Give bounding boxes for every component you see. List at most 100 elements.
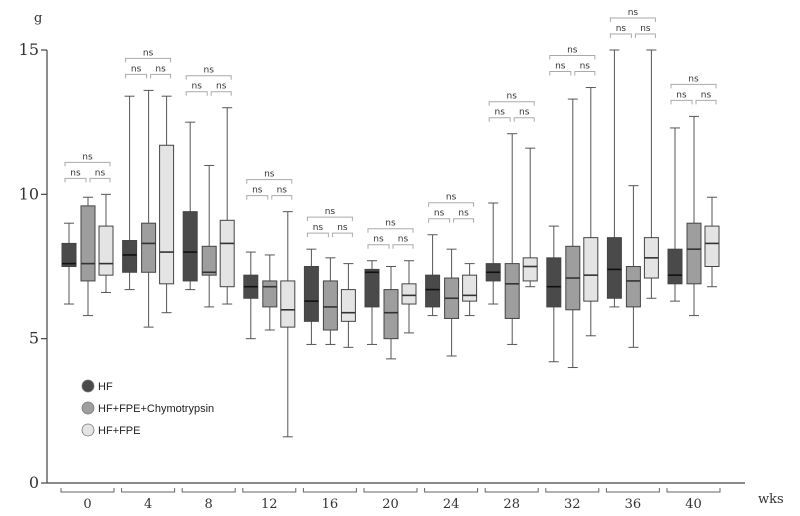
bracket-line: [306, 232, 329, 238]
significance-bracket: ns: [488, 108, 511, 122]
significance-label: ns: [277, 186, 288, 196]
box-hf-fpe-wk36: [643, 49, 659, 299]
significance-label: ns: [373, 235, 384, 245]
iqr-box: [401, 283, 417, 305]
iqr-box: [383, 289, 399, 340]
significance-bracket: ns: [125, 64, 148, 79]
significance-label: ns: [616, 24, 627, 34]
bracket-line: [367, 228, 414, 233]
significance-bracket: ns: [331, 223, 353, 238]
box-hf-wk28: [485, 202, 501, 305]
iqr-box: [625, 266, 641, 308]
iqr-box: [686, 222, 702, 285]
legend-label: HF+FPE+Chymotrypsin: [98, 403, 214, 415]
bracket-line: [64, 161, 111, 167]
significance-bracket: ns: [695, 90, 717, 105]
y-tick-label: 5: [29, 329, 39, 348]
legend-item: HF+FPE: [81, 423, 140, 437]
x-category-label: 32: [564, 497, 581, 512]
legend-swatch: [81, 423, 95, 437]
bracket-line: [125, 57, 172, 63]
box-hf-fpe-wk4: [159, 95, 175, 314]
bracket-line: [185, 75, 232, 80]
significance-bracket: ns: [392, 235, 414, 249]
significance-bracket: ns: [210, 82, 232, 96]
bracket-line: [549, 71, 572, 76]
significance-bracket: ns: [185, 82, 208, 96]
significance-bracket: ns: [609, 8, 656, 22]
significance-label: ns: [325, 207, 336, 217]
bracket-line: [64, 177, 87, 183]
significance-label: ns: [628, 8, 639, 18]
box-hf-fpe-chymotrypsin-wk8: [201, 164, 217, 308]
significance-bracket: ns: [64, 168, 87, 183]
significance-bracket: ns: [306, 207, 353, 222]
significance-bracket: ns: [574, 62, 596, 76]
x-category-label: 0: [83, 497, 91, 512]
significance-label: ns: [264, 170, 275, 180]
x-group-bracket: [242, 488, 297, 493]
box-hf-fpe-wk8: [219, 107, 235, 305]
x-category-label: 4: [144, 497, 152, 512]
x-group-bracket: [605, 488, 660, 493]
significance-bracket: ns: [64, 152, 111, 167]
significance-label: ns: [494, 108, 505, 118]
box-hf-fpe-chymotrypsin-wk32: [565, 98, 581, 369]
significance-bracket: ns: [246, 186, 269, 200]
significance-label: ns: [555, 62, 566, 72]
iqr-box: [219, 219, 235, 288]
significance-label: ns: [216, 82, 227, 92]
significance-bracket: ns: [185, 66, 232, 80]
bracket-line: [609, 33, 632, 38]
significance-bracket: ns: [453, 209, 475, 223]
box-hf-fpe-wk24: [462, 263, 478, 317]
significance-bracket: ns: [670, 74, 717, 89]
x-category-label: 8: [205, 497, 213, 512]
iqr-box: [141, 222, 157, 273]
bracket-line: [428, 202, 475, 207]
bracket-line: [695, 99, 717, 105]
iqr-box: [504, 263, 520, 319]
iqr-box: [522, 257, 538, 282]
box-hf-fpe-chymotrypsin-wk28: [504, 133, 520, 345]
box-hf-fpe-chymotrypsin-wk4: [141, 89, 157, 328]
significance-label: ns: [398, 235, 409, 245]
bracket-line: [670, 83, 717, 89]
significance-label: ns: [252, 186, 263, 196]
legend-label: HF: [98, 381, 113, 393]
box-hf-wk4: [122, 95, 138, 291]
y-tick-label: 15: [19, 40, 39, 59]
iqr-box: [262, 280, 278, 308]
x-group-bracket: [363, 488, 418, 493]
x-category-label: 12: [261, 497, 278, 512]
box-hf-fpe-chymotrypsin-wk40: [686, 115, 702, 317]
significance-bracket: ns: [89, 168, 111, 183]
bracket-line: [246, 195, 269, 200]
significance-label: ns: [95, 168, 106, 178]
box-hf-fpe-wk16: [340, 263, 356, 348]
significance-bracket: ns: [428, 209, 451, 223]
x-group-bracket: [424, 488, 479, 493]
bracket-line: [670, 99, 693, 105]
x-group-bracket: [181, 488, 236, 493]
iqr-box: [583, 237, 599, 302]
iqr-box: [462, 274, 478, 302]
significance-bracket: ns: [306, 223, 329, 238]
x-group-bracket: [666, 488, 721, 493]
box-hf-wk20: [364, 260, 380, 345]
iqr-box: [159, 144, 175, 285]
bracket-line: [246, 179, 293, 184]
box-hf-wk8: [182, 121, 198, 291]
x-category-label: 20: [382, 497, 399, 512]
iqr-box: [606, 237, 622, 299]
bracket-line: [367, 244, 390, 249]
box-hf-fpe-chymotrypsin-wk36: [625, 185, 641, 348]
bracket-line: [185, 91, 208, 96]
legend: HF HF+FPE+Chymotrypsin HF+FPE: [81, 379, 214, 437]
y-tick-label: 0: [29, 473, 39, 492]
iqr-box: [122, 240, 138, 273]
significance-label: ns: [567, 46, 578, 56]
significance-bracket: ns: [367, 235, 390, 249]
significance-label: ns: [458, 209, 469, 219]
box-hf-fpe-wk28: [522, 147, 538, 288]
